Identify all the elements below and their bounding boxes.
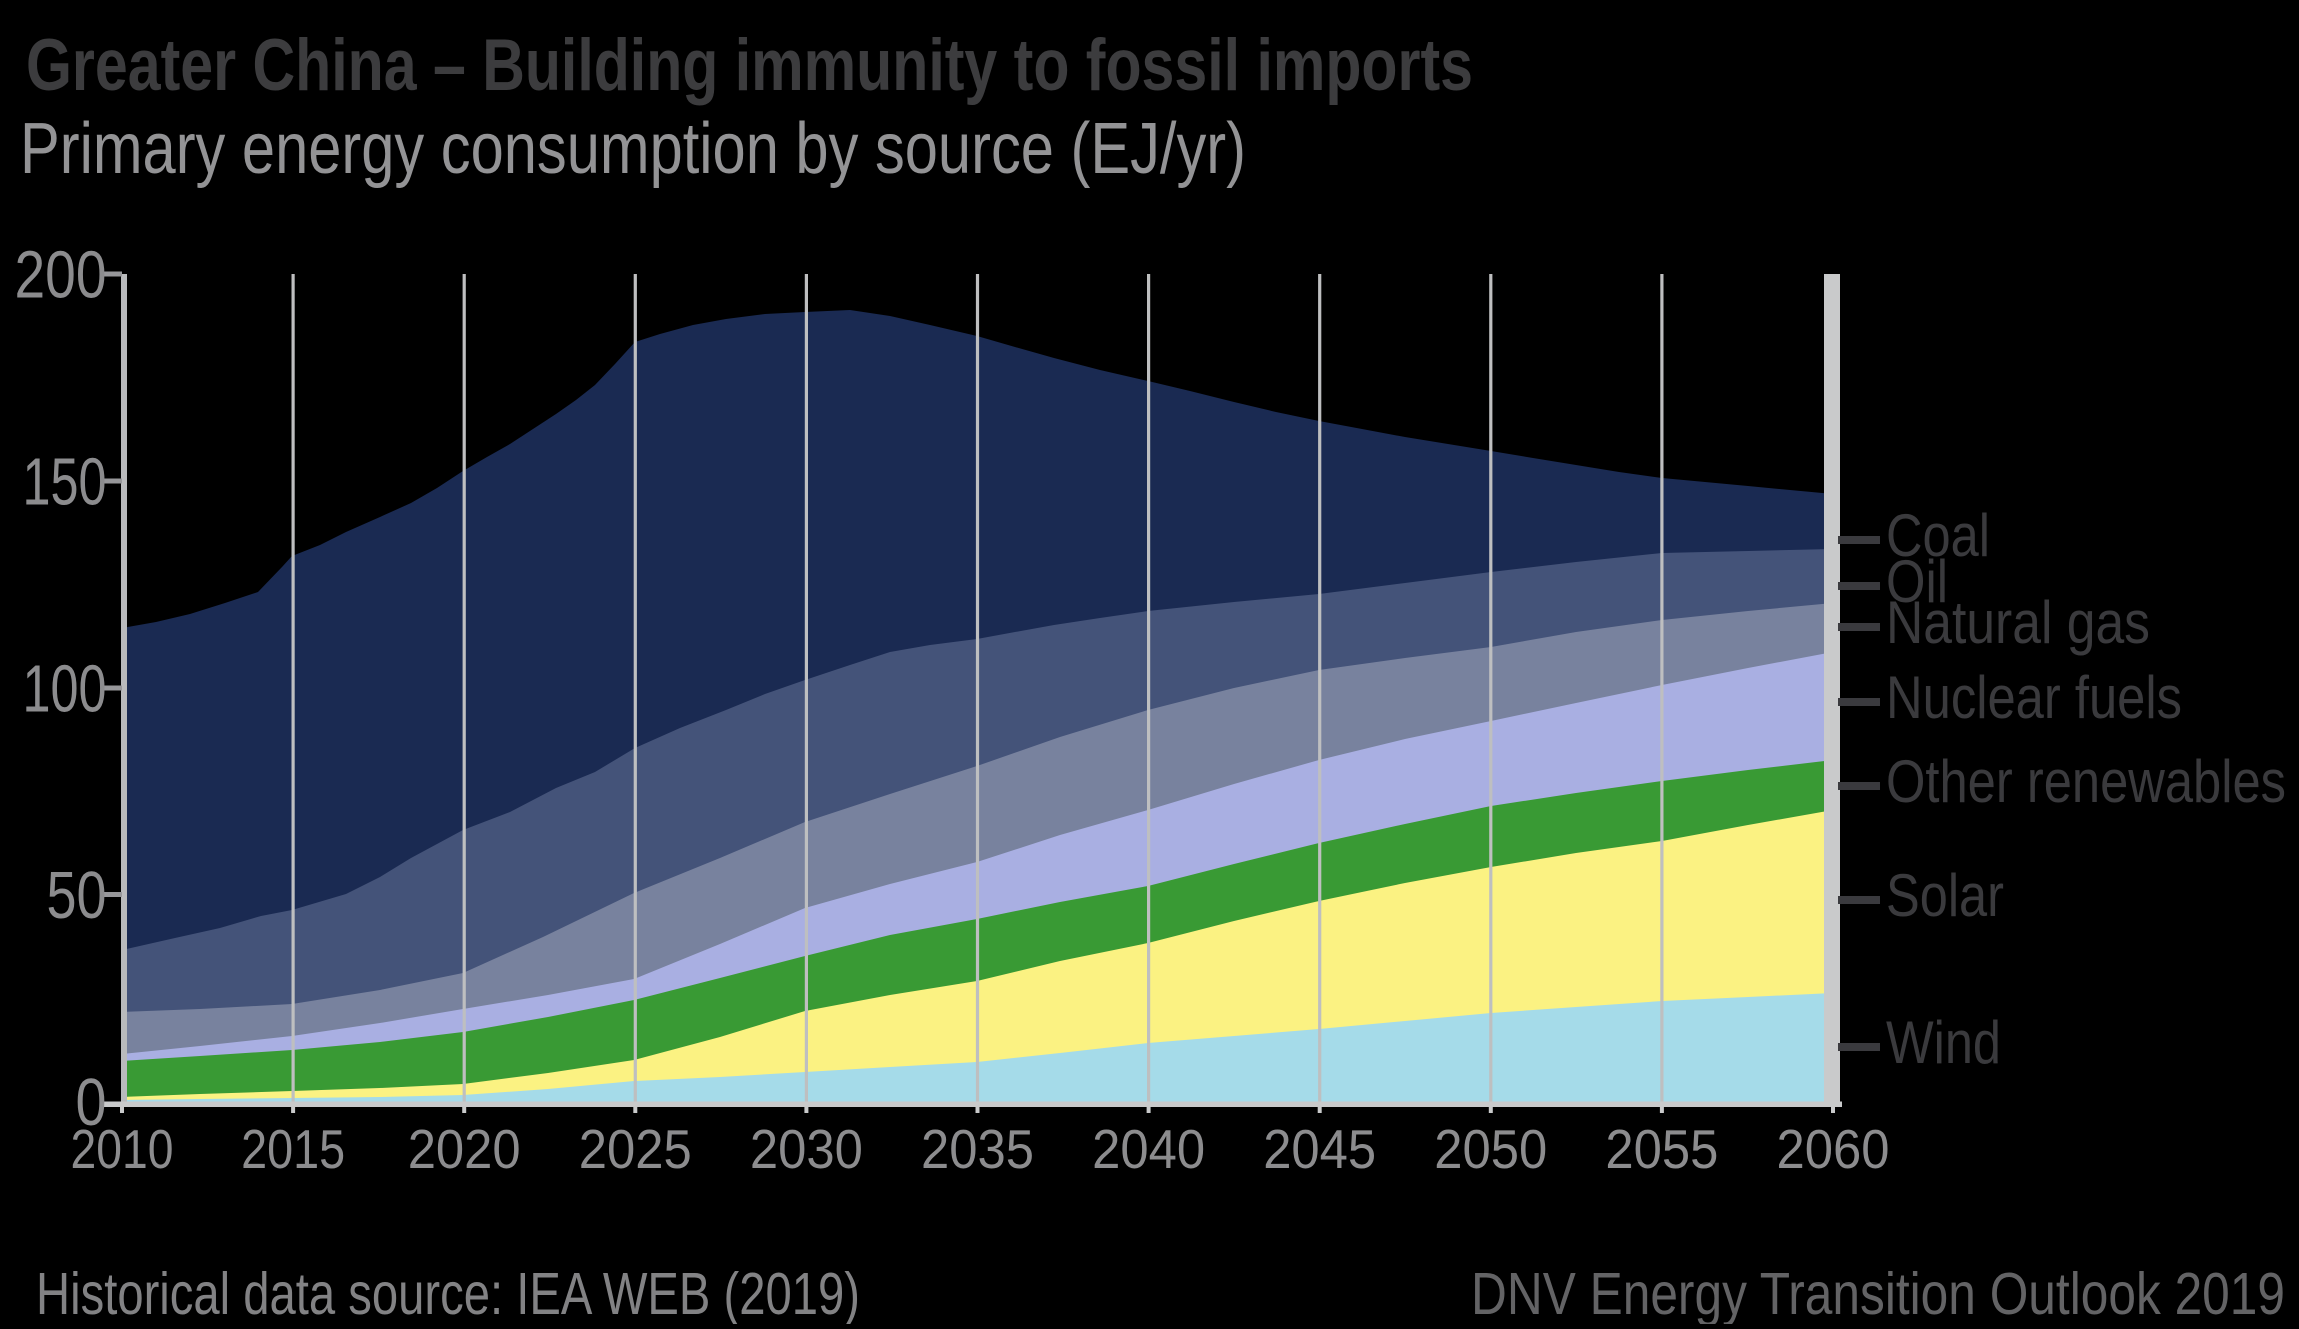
svg-text:200: 200	[15, 238, 107, 313]
svg-text:2015: 2015	[241, 1118, 345, 1180]
svg-text:Greater China – Building immun: Greater China – Building immunity to fos…	[26, 25, 1473, 106]
svg-text:Natural gas: Natural gas	[1886, 589, 2150, 656]
svg-text:150: 150	[23, 445, 107, 520]
svg-text:Other renewables: Other renewables	[1886, 748, 2286, 815]
svg-text:2020: 2020	[408, 1118, 521, 1180]
svg-text:Primary energy consumption by: Primary energy consumption by source (EJ…	[20, 109, 1246, 189]
svg-text:Coal: Coal	[1886, 502, 1990, 569]
svg-text:100: 100	[23, 652, 107, 727]
svg-text:2060: 2060	[1777, 1118, 1890, 1180]
svg-text:2055: 2055	[1605, 1118, 1718, 1180]
svg-text:2010: 2010	[71, 1118, 174, 1180]
svg-text:0: 0	[76, 1065, 107, 1140]
svg-text:2040: 2040	[1092, 1118, 1205, 1180]
svg-text:Nuclear fuels: Nuclear fuels	[1886, 664, 2182, 731]
svg-text:DNV Energy Transition Outlook: DNV Energy Transition Outlook 2019	[1471, 1261, 2285, 1324]
svg-text:Oil: Oil	[1886, 548, 1948, 615]
svg-text:Solar: Solar	[1886, 862, 2004, 929]
svg-text:50: 50	[47, 858, 107, 933]
svg-text:Wind: Wind	[1886, 1009, 2001, 1076]
svg-text:2025: 2025	[579, 1118, 692, 1180]
svg-text:2050: 2050	[1434, 1118, 1547, 1180]
svg-text:2030: 2030	[750, 1118, 863, 1180]
svg-text:2045: 2045	[1263, 1118, 1376, 1180]
svg-text:2035: 2035	[921, 1118, 1034, 1180]
svg-text:Historical data source: IEA WE: Historical data source: IEA WEB (2019)	[36, 1261, 860, 1324]
